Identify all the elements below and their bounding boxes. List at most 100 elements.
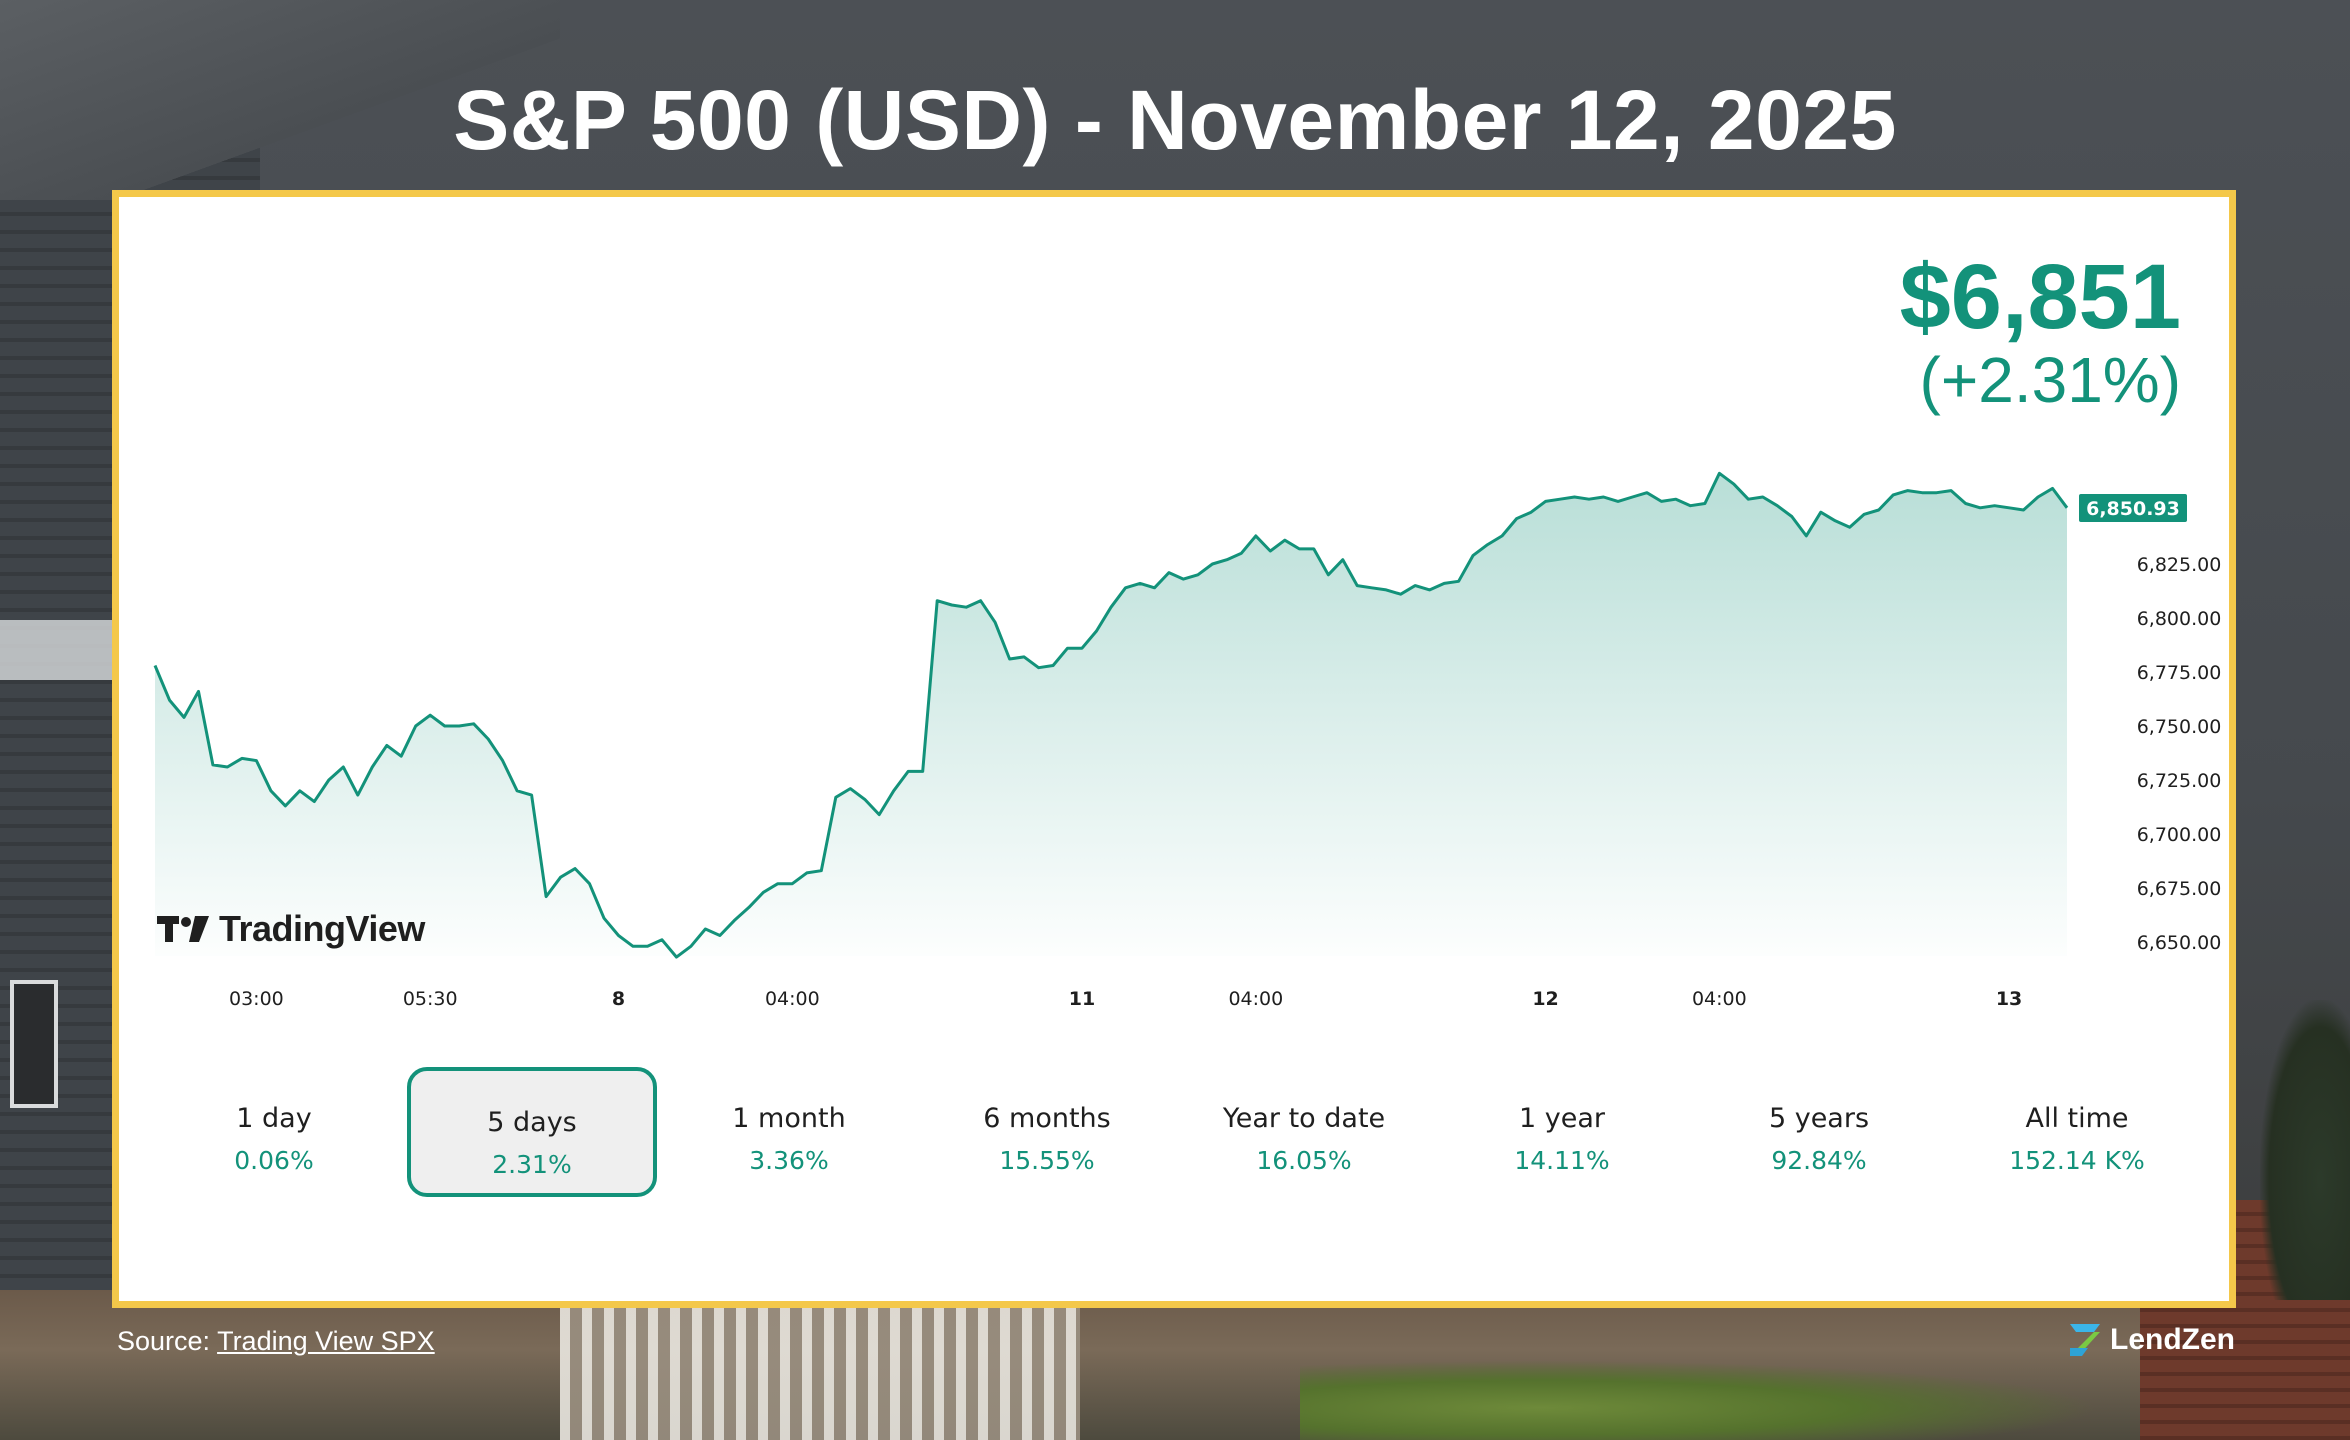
- last-value-marker: 6,850.93: [2079, 493, 2187, 522]
- data-point: [1833, 519, 1837, 523]
- data-point: [646, 944, 650, 948]
- data-point: [472, 722, 476, 726]
- data-point: [1080, 646, 1084, 650]
- data-point: [718, 934, 722, 938]
- data-point: [1239, 551, 1243, 555]
- data-point: [1978, 506, 1982, 510]
- data-point: [182, 715, 186, 719]
- data-point: [877, 813, 881, 817]
- data-point: [1877, 508, 1881, 512]
- data-point: [617, 934, 621, 938]
- y-tick-label: 6,750.00: [2137, 716, 2222, 738]
- data-point: [1471, 553, 1475, 557]
- data-point: [211, 763, 215, 767]
- tradingview-logo: TradingView: [157, 907, 425, 951]
- data-point: [1602, 495, 1606, 499]
- data-point: [515, 789, 519, 793]
- data-point: [197, 689, 201, 693]
- period-change: 92.84%: [1771, 1146, 1867, 1175]
- period-tab-1-year[interactable]: 1 year 14.11%: [1437, 1067, 1687, 1197]
- y-tick-label: 6,675.00: [2137, 878, 2222, 900]
- source-link[interactable]: Trading View SPX: [217, 1326, 435, 1356]
- y-tick-label: 6,700.00: [2137, 824, 2222, 846]
- period-label: 6 months: [983, 1103, 1111, 1134]
- data-point: [153, 664, 157, 668]
- data-point: [1210, 562, 1214, 566]
- price-area: [155, 473, 2067, 958]
- data-point: [906, 769, 910, 773]
- price-value: $6,851: [1899, 246, 2181, 348]
- price-line: [153, 471, 2069, 959]
- data-point: [356, 793, 360, 797]
- data-point: [370, 765, 374, 769]
- period-tab-1-month[interactable]: 1 month 3.36%: [664, 1067, 914, 1197]
- data-point: [1355, 584, 1359, 588]
- data-point: [747, 905, 751, 909]
- period-label: 1 year: [1519, 1103, 1605, 1134]
- data-point: [1399, 592, 1403, 596]
- data-point: [675, 955, 679, 959]
- source-note: Source: Trading View SPX: [117, 1326, 435, 1357]
- y-tick-label: 6,800.00: [2137, 608, 2222, 630]
- data-point: [1544, 499, 1548, 503]
- lendzen-logo: LendZen: [2068, 1322, 2235, 1358]
- chart-panel: $6,851 (+2.31%) 6,650.00 6,675.00 6,700.00…: [112, 190, 2236, 1308]
- data-point: [269, 789, 273, 793]
- data-point: [501, 759, 505, 763]
- period-change: 152.14 K%: [2009, 1146, 2145, 1175]
- data-point: [1500, 534, 1504, 538]
- data-point: [863, 797, 867, 801]
- period-tab-6-months[interactable]: 6 months 15.55%: [922, 1067, 1172, 1197]
- data-point: [602, 916, 606, 920]
- data-point: [848, 787, 852, 791]
- house-window: [10, 980, 58, 1108]
- data-point: [1558, 497, 1562, 501]
- period-tab-all-time[interactable]: All time 152.14 K%: [1952, 1067, 2202, 1197]
- data-point: [1717, 471, 1721, 475]
- data-point: [761, 890, 765, 894]
- period-tab-5-years[interactable]: 5 years 92.84%: [1694, 1067, 1944, 1197]
- data-point: [1819, 510, 1823, 514]
- data-point: [1138, 581, 1142, 585]
- period-tab-5-days[interactable]: 5 days 2.31%: [407, 1067, 657, 1197]
- period-change: 2.31%: [492, 1150, 572, 1179]
- period-label: 5 years: [1768, 1103, 1870, 1134]
- data-point: [573, 867, 577, 871]
- data-point: [2007, 506, 2011, 510]
- data-point: [1196, 573, 1200, 577]
- data-point: [2022, 508, 2026, 512]
- period-tab-1-day[interactable]: 1 day 0.06%: [149, 1067, 399, 1197]
- period-tab-year-to-date[interactable]: Year to date 16.05%: [1179, 1067, 1429, 1197]
- data-point: [1848, 525, 1852, 529]
- data-point: [921, 769, 925, 773]
- data-point: [1659, 499, 1663, 503]
- data-point: [1761, 495, 1765, 499]
- data-point: [660, 938, 664, 942]
- data-point: [1703, 502, 1707, 506]
- period-label: 5 days: [487, 1107, 577, 1138]
- data-point: [1370, 586, 1374, 590]
- data-point: [240, 756, 244, 760]
- last-value-label: 6,850.93: [2086, 498, 2180, 520]
- lendzen-icon: [2070, 1324, 2100, 1356]
- data-point: [1906, 489, 1910, 493]
- data-point: [1384, 588, 1388, 592]
- data-point: [689, 944, 693, 948]
- roof: [0, 0, 560, 200]
- data-point: [530, 793, 534, 797]
- data-point: [1095, 629, 1099, 633]
- data-point: [327, 778, 331, 782]
- period-change: 15.55%: [999, 1146, 1095, 1175]
- fence: [560, 1300, 1080, 1440]
- data-point: [1442, 581, 1446, 585]
- data-point: [1254, 534, 1258, 538]
- y-tick-label: 6,650.00: [2137, 932, 2222, 954]
- x-tick-label: 03:00: [229, 988, 284, 1010]
- data-point: [1486, 543, 1490, 547]
- data-point: [283, 804, 287, 808]
- x-tick-label: 05:30: [403, 988, 458, 1010]
- data-point: [544, 895, 548, 899]
- data-point: [588, 882, 592, 886]
- data-point: [298, 789, 302, 793]
- data-point: [1529, 510, 1533, 514]
